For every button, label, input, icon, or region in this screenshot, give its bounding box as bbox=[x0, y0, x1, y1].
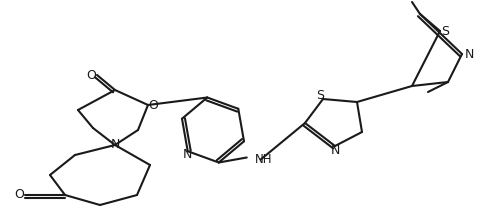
Text: O: O bbox=[148, 98, 158, 111]
Text: S: S bbox=[441, 24, 449, 37]
Text: N: N bbox=[110, 138, 120, 152]
Text: N: N bbox=[183, 148, 192, 161]
Text: N: N bbox=[464, 48, 473, 61]
Text: N: N bbox=[330, 144, 340, 158]
Text: O: O bbox=[86, 68, 96, 82]
Text: S: S bbox=[316, 89, 324, 101]
Text: NH: NH bbox=[254, 153, 272, 166]
Text: O: O bbox=[14, 189, 24, 202]
